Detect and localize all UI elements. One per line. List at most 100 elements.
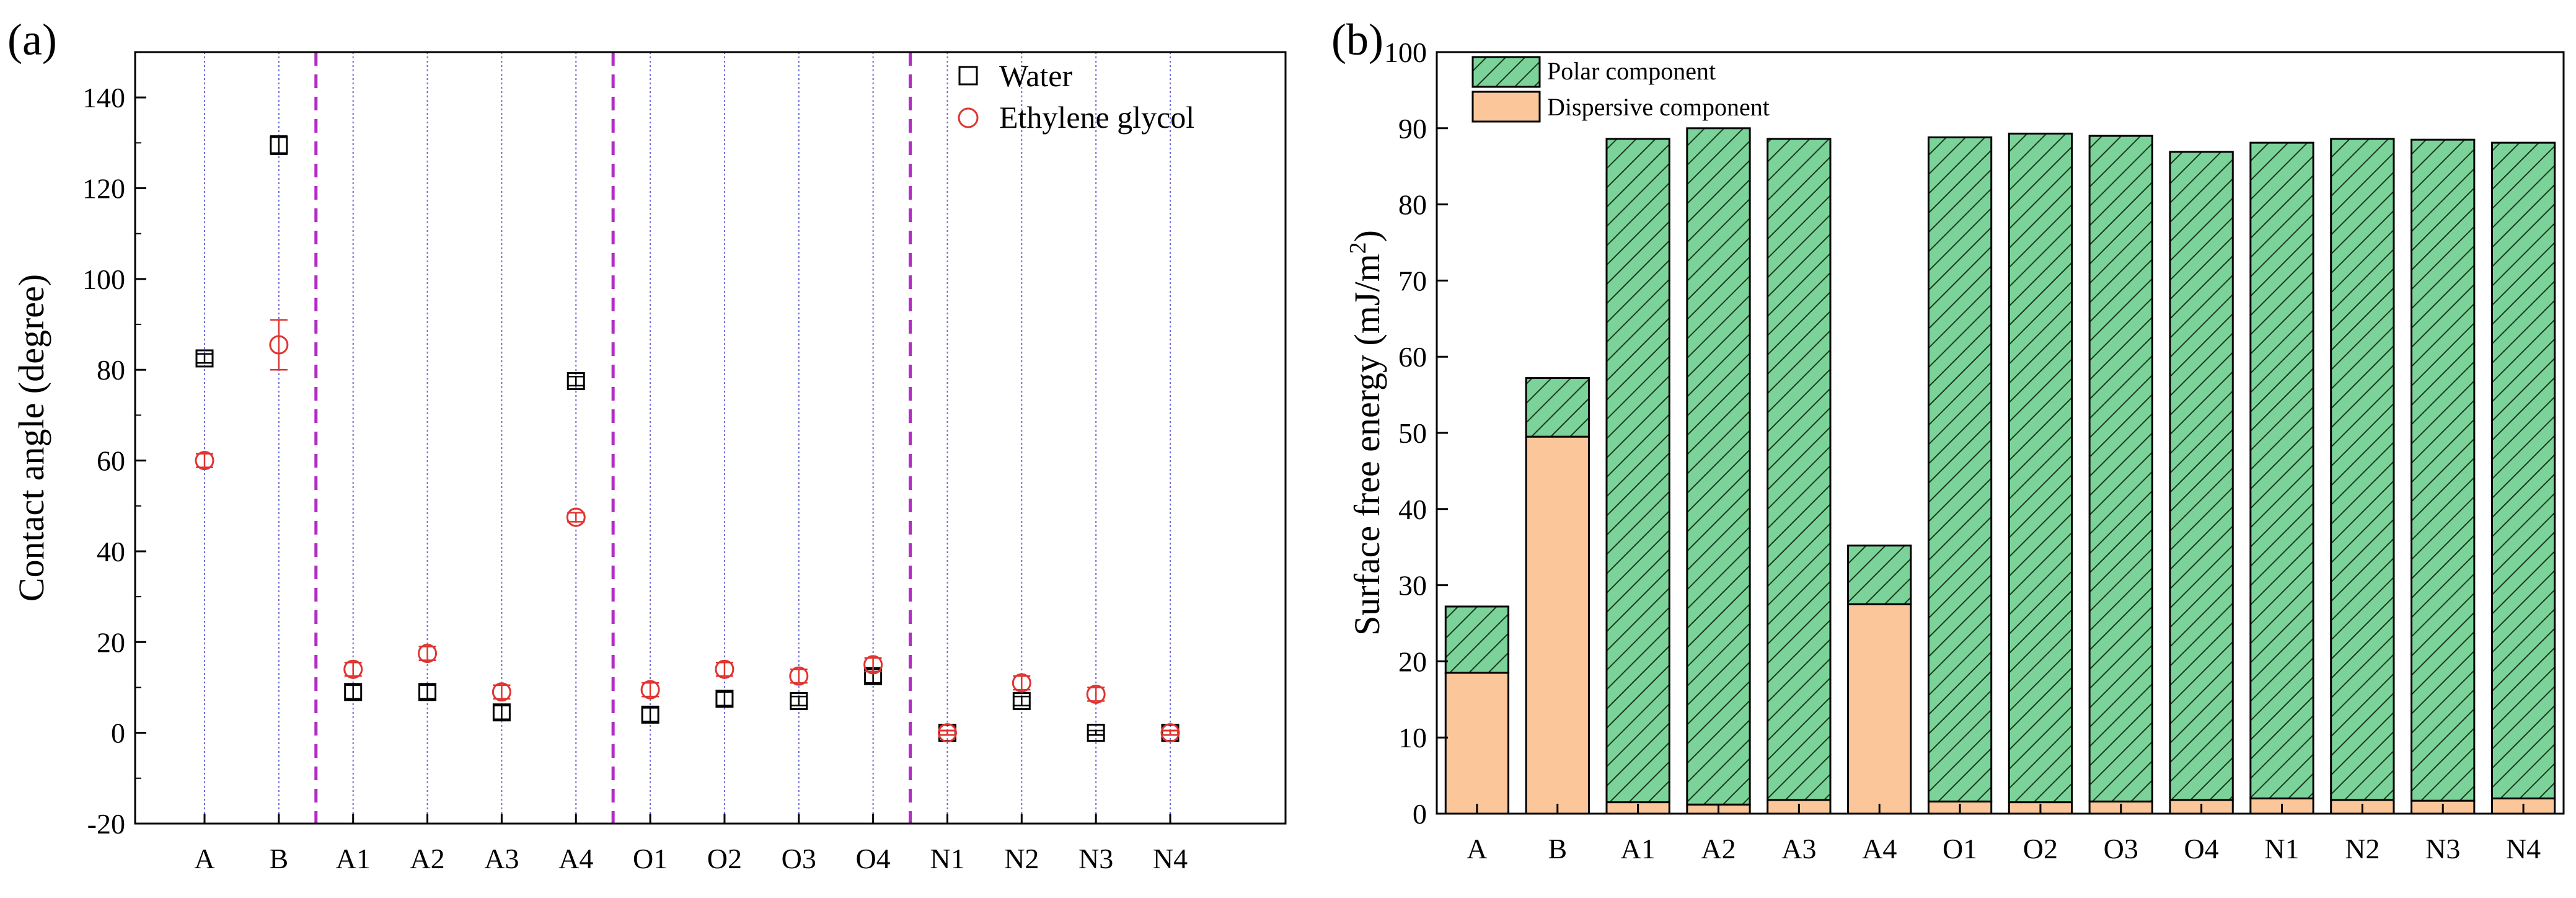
b-x-tick-label-n4: N4: [2506, 833, 2541, 865]
point-ethylene-glycol-a3: [492, 682, 511, 702]
point-ethylene-glycol-o3: [789, 666, 809, 686]
bar-polar-component-a4: [1847, 545, 1912, 605]
y-tick-label-120: 120: [82, 173, 125, 205]
b-y-tick-label-90: 90: [1398, 113, 1427, 144]
panel-b-y-axis-title-sup: 2: [1345, 242, 1371, 254]
bar-polar-component-n4: [2490, 141, 2556, 799]
panel-a-contact-angle: (a) -20 0 20 40 60 80 100 120 140 A B A1 A2 A3 A4 O1 O2…: [7, 15, 1287, 874]
b-x-tick-label-a: A: [1467, 833, 1487, 865]
panel-b-y-axis-title: Surface free energy (mJ/m2): [1345, 230, 1387, 636]
b-x-tick-label-n3: N3: [2425, 833, 2460, 865]
point-water-a1: [344, 683, 363, 701]
bar-polar-component-n2: [2330, 138, 2395, 801]
y-tick-label-0: 0: [111, 718, 125, 749]
y-tick-label-80: 80: [97, 354, 125, 386]
panel-b-label: (b): [1331, 15, 1383, 64]
b-x-tick-label-n1: N1: [2264, 833, 2299, 865]
panel-b-surface-free-energy: (b) 0 10 20 30 40 50 60 70 80 90 100 A B A1 A2 A3 A4 O1 O…: [1331, 15, 2565, 865]
point-ethylene-glycol-n1: [937, 723, 957, 743]
b-x-tick-label-a4: A4: [1862, 833, 1897, 865]
b-y-tick-label-10: 10: [1398, 722, 1427, 754]
x-tick-label-a1: A1: [336, 843, 371, 874]
point-ethylene-glycol-n3: [1086, 684, 1106, 704]
bar-dispersive-component-a4: [1847, 603, 1912, 815]
point-water-b: [270, 135, 288, 155]
panel-a-x-axis: A B A1 A2 A3 A4 O1 O2 O3 O4 N1 N2 N3 N4: [194, 814, 1188, 874]
point-ethylene-glycol-n4: [1160, 723, 1180, 743]
bar-polar-component-a: [1444, 605, 1510, 674]
y-tick-label-140: 140: [82, 82, 125, 113]
b-x-tick-label-o1: O1: [1943, 833, 1977, 865]
bar-polar-component-n1: [2249, 141, 2314, 799]
x-tick-label-a3: A3: [484, 843, 519, 874]
y-tick-label-60: 60: [97, 445, 125, 477]
bar-polar-component-a2: [1686, 127, 1751, 806]
bar-dispersive-component-b: [1525, 435, 1590, 815]
bar-polar-component-a1: [1605, 138, 1670, 804]
y-tick-label-100: 100: [82, 264, 125, 295]
y-tick-label-20: 20: [97, 626, 125, 658]
legend-water-marker: [958, 66, 978, 86]
panel-a-y-axis-title: Contact angle (degree): [11, 274, 51, 602]
panel-a-legend: Water Ethylene glycol: [958, 58, 1194, 135]
point-water-n2: [1012, 691, 1031, 710]
x-tick-label-n3: N3: [1078, 843, 1113, 874]
legend-water-label: Water: [999, 58, 1072, 93]
panel-a-y-axis: -20 0 20 40 60 80 100 120 140: [82, 82, 146, 840]
x-tick-label-o4: O4: [855, 843, 890, 874]
x-tick-label-o3: O3: [782, 843, 816, 874]
panel-b-legend: Polar component Dispersive component: [1471, 56, 1770, 123]
point-water-a3: [492, 703, 511, 722]
b-x-tick-label-o2: O2: [2023, 833, 2058, 865]
x-tick-label-a4: A4: [558, 843, 593, 874]
point-ethylene-glycol-o1: [640, 680, 660, 700]
panel-a-group-separators: [314, 52, 912, 824]
y-tick-label-40: 40: [97, 536, 125, 567]
b-y-tick-label-70: 70: [1398, 265, 1427, 296]
point-water-a2: [418, 683, 437, 701]
bar-dispersive-component-a: [1444, 672, 1510, 815]
b-x-tick-label-a2: A2: [1701, 833, 1736, 865]
point-water-a: [195, 349, 214, 368]
b-x-tick-label-b: B: [1548, 833, 1567, 865]
b-y-tick-label-0: 0: [1413, 798, 1427, 830]
b-x-tick-label-o4: O4: [2184, 833, 2219, 865]
legend-dispersive-swatch: [1471, 91, 1541, 123]
x-tick-label-n1: N1: [930, 843, 964, 874]
point-ethylene-glycol-a1: [343, 659, 363, 679]
y-tick-label-20: -20: [87, 808, 125, 840]
legend-ethylene-glycol-label: Ethylene glycol: [999, 100, 1194, 135]
panel-b-y-axis-title-main: Surface free energy (mJ/m: [1347, 254, 1387, 636]
bar-polar-component-n3: [2411, 138, 2476, 802]
bar-polar-component-o3: [2088, 135, 2153, 802]
bar-polar-component-o1: [1927, 136, 1993, 802]
b-y-tick-label-20: 20: [1398, 646, 1427, 677]
x-tick-label-o2: O2: [707, 843, 742, 874]
b-y-tick-label-60: 60: [1398, 341, 1427, 373]
panel-b-y-axis: 0 10 20 30 40 50 60 70 80 90 100: [1384, 37, 1448, 830]
legend-ethylene-glycol-marker: [958, 107, 979, 128]
point-ethylene-glycol-a4: [566, 507, 586, 527]
bar-polar-component-a3: [1767, 138, 1832, 801]
panel-a-frame: [134, 51, 1287, 825]
b-x-tick-label-o3: O3: [2104, 833, 2138, 865]
point-ethylene-glycol-b: [269, 319, 289, 371]
b-y-tick-label-30: 30: [1398, 570, 1427, 602]
panel-b-bars: [1444, 127, 2556, 815]
x-tick-label-n2: N2: [1004, 843, 1039, 874]
bar-polar-component-b: [1525, 377, 1590, 438]
point-ethylene-glycol-n2: [1012, 673, 1031, 693]
point-water-o1: [641, 705, 659, 724]
legend-dispersive-label: Dispersive component: [1547, 93, 1770, 121]
b-x-tick-label-n2: N2: [2345, 833, 2380, 865]
point-ethylene-glycol-a2: [418, 644, 438, 664]
panel-a-markers: [195, 135, 1180, 743]
point-water-a4: [567, 372, 585, 391]
b-x-tick-label-a3: A3: [1781, 833, 1816, 865]
b-y-tick-label-40: 40: [1398, 494, 1427, 525]
b-x-tick-label-a1: A1: [1621, 833, 1656, 865]
bar-polar-component-o2: [2008, 132, 2073, 804]
point-ethylene-glycol-a: [195, 451, 214, 471]
x-tick-label-n4: N4: [1153, 843, 1188, 874]
